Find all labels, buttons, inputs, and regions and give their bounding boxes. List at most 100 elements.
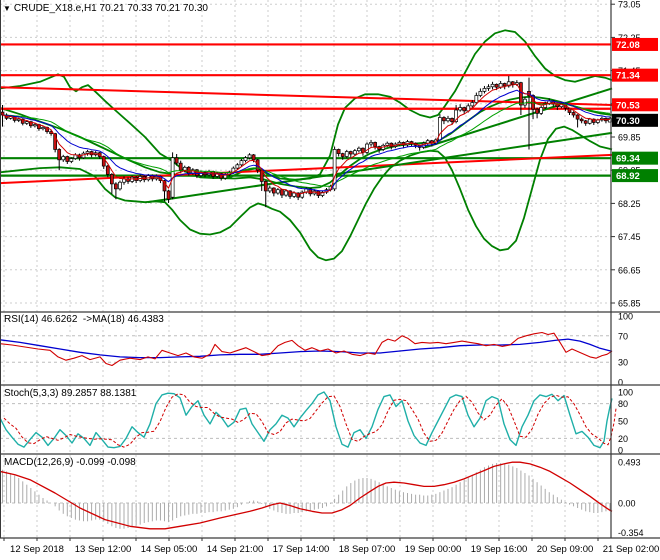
stochastic-indicator-label: Stoch(5,3,3) 89.2857 88.1381 — [4, 388, 136, 399]
bear-candle — [1, 112, 4, 115]
bull-candle — [293, 193, 296, 196]
bull-candle — [357, 148, 360, 150]
bull-candle — [268, 188, 271, 191]
bull-candle — [459, 108, 462, 110]
bull-candle — [370, 142, 373, 144]
bear-candle — [584, 121, 587, 123]
bear-candle — [580, 119, 583, 121]
bull-candle — [386, 143, 389, 145]
time-axis-label: 19 Sep 16:00 — [471, 544, 528, 555]
bull-candle — [540, 108, 543, 114]
time-axis-label: 14 Sep 05:00 — [141, 544, 198, 555]
bear-candle — [280, 190, 283, 195]
bull-candle — [42, 127, 45, 128]
time-axis-label: 18 Sep 07:00 — [339, 544, 396, 555]
macd-axis-label: 0.00 — [618, 499, 636, 509]
time-axis-label: 21 Sep 02:00 — [603, 544, 660, 555]
bull-candle — [62, 157, 65, 160]
bull-candle — [244, 158, 247, 161]
bull-candle — [479, 91, 482, 95]
bull-candle — [398, 142, 401, 144]
resistance-price-badge-text: 72.08 — [616, 40, 640, 51]
stoch-axis-label: 20 — [618, 434, 628, 444]
bull-candle — [17, 119, 20, 120]
bear-candle — [58, 149, 61, 159]
time-axis-label: 12 Sep 2018 — [10, 544, 64, 555]
stoch-axis-label: 100 — [618, 388, 633, 398]
price-axis-label: 66.65 — [618, 265, 641, 275]
bull-candle — [25, 122, 28, 124]
rsi-axis-label: 30 — [618, 358, 628, 368]
macd-axis-label: -0.354 — [618, 528, 644, 538]
chart-background — [0, 0, 660, 560]
bear-candle — [179, 163, 182, 170]
bull-candle — [285, 191, 288, 195]
price-axis-label: 68.25 — [618, 199, 641, 209]
time-axis-label: 20 Sep 09:00 — [537, 544, 594, 555]
bull-candle — [86, 152, 89, 154]
rsi-axis-label: 70 — [618, 331, 628, 341]
bull-candle — [123, 179, 126, 182]
bear-candle — [114, 184, 117, 189]
macd-indicator-label: MACD(12,26,9) -0.099 -0.098 — [4, 457, 136, 468]
bull-candle — [248, 155, 251, 158]
bear-candle — [167, 191, 170, 199]
bull-candle — [345, 152, 348, 157]
bull-candle — [491, 84, 494, 86]
bear-candle — [252, 155, 255, 160]
macd-axis-label: 0.493 — [618, 457, 641, 467]
bull-candle — [70, 159, 73, 162]
bear-candle — [66, 157, 69, 162]
bear-candle — [572, 113, 575, 115]
price-axis-label: 67.45 — [618, 232, 641, 242]
bull-candle — [523, 99, 526, 105]
bull-candle — [588, 119, 591, 123]
trading-chart-window: 73.0572.2571.4570.6569.8569.0568.2567.45… — [0, 0, 660, 560]
bull-candle — [447, 118, 450, 120]
rsi-axis-label: 0 — [618, 378, 623, 388]
bear-candle — [175, 158, 178, 163]
symbol-dropdown-icon: ▼ — [3, 4, 11, 13]
support-price-badge-text: 69.34 — [616, 154, 640, 165]
bull-candle — [483, 88, 486, 91]
bear-candle — [272, 188, 275, 193]
bull-candle — [276, 190, 279, 193]
time-axis-label: 19 Sep 00:00 — [405, 544, 462, 555]
chart-title-bar: ▼CRUDE_X18.e,H1 70.21 70.33 70.21 70.30 — [3, 3, 208, 14]
rsi-axis-label: 100 — [618, 312, 633, 322]
time-axis-label: 14 Sep 21:00 — [207, 544, 264, 555]
price-chart-svg[interactable]: 73.0572.2571.4570.6569.8569.0568.2567.45… — [0, 0, 660, 560]
ohlc-values: 70.21 70.33 70.21 70.30 — [100, 3, 208, 14]
price-axis-label: 73.05 — [618, 0, 641, 10]
bear-candle — [519, 83, 522, 105]
bull-candle — [183, 167, 186, 170]
bull-candle — [487, 87, 490, 89]
bear-candle — [106, 166, 109, 174]
price-axis-label: 65.85 — [618, 299, 641, 309]
resistance-price-badge-text: 70.53 — [616, 100, 640, 111]
bear-candle — [451, 118, 454, 121]
bull-candle — [471, 103, 474, 106]
current-price-badge-text: 70.30 — [616, 116, 640, 127]
resistance-price-badge-text: 71.34 — [616, 71, 640, 82]
bear-candle — [110, 174, 113, 184]
support-price-badge-text: 68.92 — [616, 171, 640, 182]
bull-candle — [236, 165, 239, 168]
bear-candle — [337, 149, 340, 153]
bull-candle — [240, 161, 243, 165]
symbol-period-label: CRUDE_X18.e,H1 — [14, 3, 97, 14]
bear-candle — [576, 115, 579, 119]
bull-candle — [33, 125, 36, 126]
bear-candle — [503, 83, 506, 85]
bear-candle — [536, 109, 539, 113]
bull-candle — [475, 96, 478, 103]
bear-candle — [495, 84, 498, 87]
bear-candle — [341, 154, 344, 157]
bear-candle — [349, 152, 352, 154]
rsi-indicator-label: RSI(14) 46.6262 ->MA(18) 46.4383 — [4, 314, 164, 325]
bull-candle — [118, 182, 121, 189]
stoch-axis-label: 50 — [618, 417, 628, 427]
bear-candle — [264, 181, 267, 191]
bear-candle — [511, 82, 514, 84]
bear-candle — [463, 108, 466, 111]
